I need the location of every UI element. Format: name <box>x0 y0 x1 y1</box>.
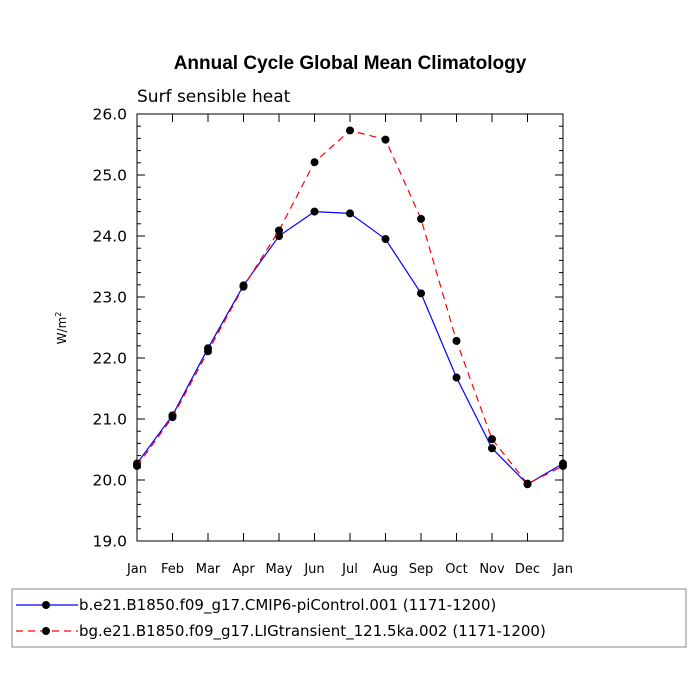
legend-box <box>11 588 687 648</box>
series-line-2 <box>136 129 564 485</box>
data-point-series-1 <box>310 207 319 216</box>
data-point-series-1 <box>452 373 461 382</box>
legend: b.e21.B1850.f09_g17.CMIP6-piControl.001 … <box>11 588 687 648</box>
legend-entries: b.e21.B1850.f09_g17.CMIP6-piControl.001 … <box>16 596 546 641</box>
chart-title: Annual Cycle Global Mean Climatology <box>174 53 527 74</box>
data-point-series-2 <box>559 461 567 470</box>
x-tick-label: Jun <box>303 562 324 577</box>
x-tick-label: Oct <box>445 562 467 577</box>
data-point-series-2 <box>381 135 390 144</box>
y-tick-label: 22.0 <box>92 350 127 368</box>
series-line-1 <box>136 210 564 486</box>
data-point-series-2 <box>239 282 248 291</box>
x-tick-label: Jan <box>126 562 147 577</box>
x-tick-label: Feb <box>161 562 184 577</box>
legend-label-1: b.e21.B1850.f09_g17.CMIP6-piControl.001 … <box>79 596 496 615</box>
data-point-series-2 <box>523 479 532 488</box>
data-point-series-2 <box>133 461 141 470</box>
x-tick-label: Apr <box>232 562 255 577</box>
data-point-series-2 <box>204 347 212 356</box>
y-axis-label-base: W/m <box>55 317 69 345</box>
chart-subtitle: Surf sensible heat <box>137 87 291 107</box>
plot-frame <box>136 113 564 542</box>
x-tick-label: Nov <box>479 562 505 577</box>
y-tick-label: 21.0 <box>92 411 127 429</box>
y-tick-label: 20.0 <box>92 472 127 490</box>
x-tick-label: Jul <box>341 562 358 577</box>
y-tick-label: 25.0 <box>92 167 127 185</box>
data-point-series-2 <box>168 413 177 422</box>
data-point-series-2 <box>346 126 354 135</box>
legend-label-2: bg.e21.B1850.f09_g17.LIGtransient_121.5k… <box>79 622 546 641</box>
y-tick-label: 19.0 <box>92 533 127 551</box>
x-tick-label: Mar <box>196 562 221 577</box>
y-tick-label: 24.0 <box>92 228 127 246</box>
data-point-series-1 <box>381 235 390 244</box>
y-tick-label: 23.0 <box>92 289 127 307</box>
data-point-series-1 <box>346 209 354 218</box>
x-tick-label: May <box>266 562 293 577</box>
data-point-series-2 <box>488 435 496 444</box>
legend-marker-1 <box>42 601 50 609</box>
y-tick-label: 26.0 <box>92 106 127 124</box>
data-point-series-1 <box>275 232 283 240</box>
data-point-series-2 <box>310 158 319 167</box>
x-tick-label: Aug <box>373 562 398 577</box>
plot-area: 19.0 20.0 21.0 22.0 23.0 24.0 25.0 26.0 Jan Feb Ma… <box>92 106 573 578</box>
y-axis-label-superscript: 2 <box>54 312 63 317</box>
x-tick-label: Jan <box>552 562 573 577</box>
data-point-series-2 <box>275 226 283 235</box>
legend-marker-2 <box>42 627 50 635</box>
data-point-series-2 <box>452 336 461 345</box>
data-point-series-1 <box>417 289 425 298</box>
x-tick-label: Dec <box>515 562 540 577</box>
data-point-series-2 <box>417 214 425 223</box>
y-axis-label: W/m2 <box>54 312 69 345</box>
x-tick-label: Sep <box>409 562 434 577</box>
data-point-series-1 <box>488 444 496 453</box>
